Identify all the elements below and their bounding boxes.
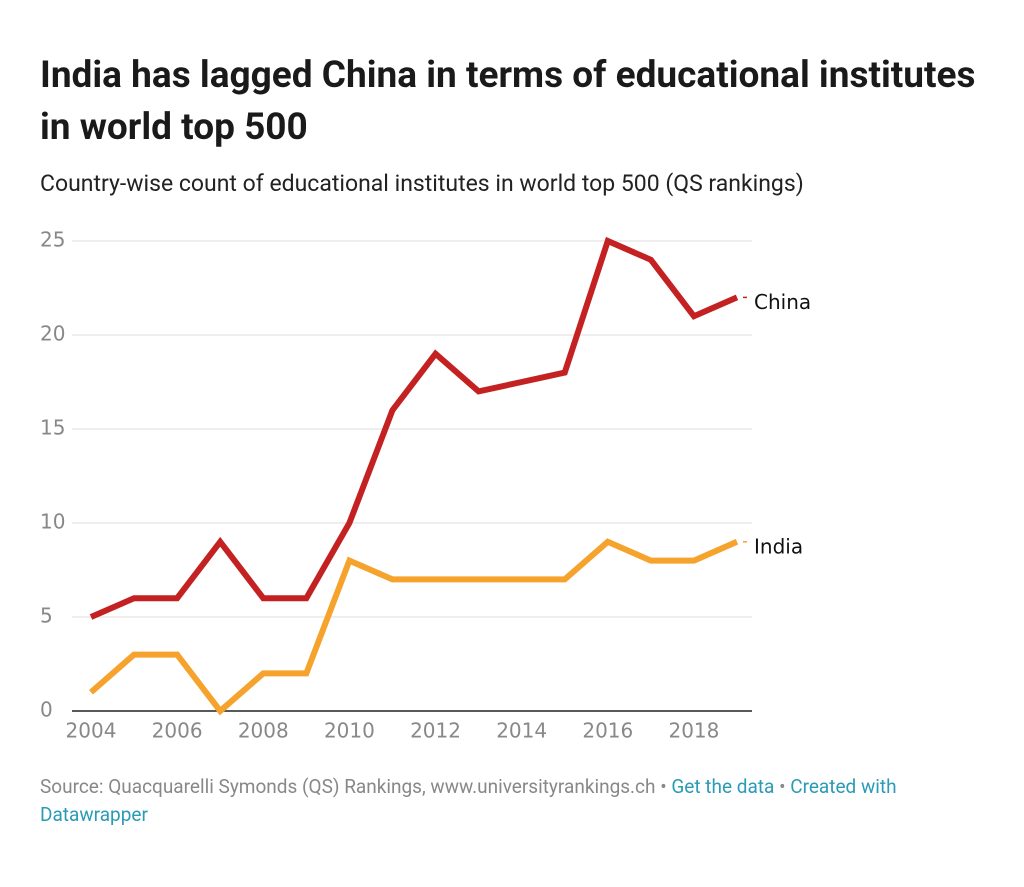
- x-tick-label: 2006: [152, 719, 203, 743]
- separator: •: [779, 775, 786, 798]
- source: Source: Quacquarelli Symonds (QS) Rankin…: [40, 775, 656, 798]
- datawrapper-link[interactable]: Created with Datawrapper: [40, 775, 897, 826]
- chart-subtitle: Country-wise count of educational instit…: [40, 170, 804, 197]
- x-tick-label: 2008: [238, 719, 289, 743]
- chart-title: India has lagged China in terms of educa…: [40, 54, 976, 149]
- line: [89, 236, 739, 620]
- series-label: China: [754, 290, 811, 314]
- y-tick-label: 10: [40, 510, 65, 534]
- x-tick-label: 2014: [496, 719, 547, 743]
- line: [89, 538, 739, 716]
- x-tick-label: 2018: [668, 719, 719, 743]
- y-tick-label: 5: [40, 604, 53, 628]
- y-tick-label: 0: [40, 698, 53, 722]
- y-tick-label: 25: [40, 228, 65, 252]
- y-tick-label: 20: [40, 322, 65, 346]
- separator: •: [660, 775, 667, 798]
- get-data-link[interactable]: Get the data: [671, 775, 775, 798]
- x-tick-label: 2004: [66, 719, 117, 743]
- y-tick-label: 15: [40, 416, 65, 440]
- series-label: India: [754, 534, 803, 558]
- x-tick-label: 2012: [410, 719, 461, 743]
- x-tick-label: 2016: [582, 719, 633, 743]
- chart: 0 5 10 15 20 25 2004 2006 2008 2010 2012 2014 2016 20…: [40, 228, 811, 743]
- footer: Source: Quacquarelli Symonds (QS) Rankin…: [40, 773, 1000, 829]
- x-tick-label: 2010: [324, 719, 375, 743]
